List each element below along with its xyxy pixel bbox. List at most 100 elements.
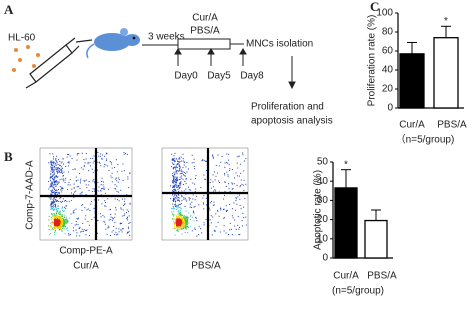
cell-event: [99, 213, 101, 215]
cell-event: [205, 197, 207, 199]
cell-event: [189, 219, 191, 220]
cell-event: [186, 226, 188, 228]
cell-event: [64, 222, 66, 224]
cell-event: [58, 168, 60, 170]
cell-event: [84, 162, 86, 164]
cell-event: [224, 174, 226, 176]
cell-event: [51, 201, 53, 202]
cell-event: [203, 195, 205, 197]
cell-event: [182, 153, 184, 155]
cell-event: [53, 161, 55, 163]
cell-event: [200, 187, 202, 189]
cell-event: [212, 156, 214, 158]
cell-event: [181, 175, 183, 177]
cell-event: [177, 223, 179, 225]
cell-event: [183, 161, 185, 163]
cell-event: [228, 234, 229, 235]
cell-event: [243, 206, 245, 208]
cell-event: [176, 219, 178, 221]
cell-event: [228, 164, 230, 166]
cell-event: [233, 202, 235, 204]
cell-event: [58, 192, 60, 194]
cell-event: [110, 162, 112, 164]
cell-event: [179, 212, 181, 214]
cell-event: [59, 216, 61, 218]
cell-event: [175, 219, 177, 221]
y-axis-label: Apoptotic rate (%): [313, 170, 324, 250]
cell-event: [173, 217, 175, 219]
cell-event: [172, 220, 174, 222]
cell-event: [54, 194, 56, 196]
cell-event: [60, 191, 62, 193]
cell-event: [65, 219, 67, 221]
cell-event: [177, 216, 179, 218]
cell-event: [55, 211, 57, 213]
cell-event: [170, 166, 172, 168]
cell-event: [173, 178, 175, 180]
cell-event: [188, 168, 189, 170]
flow-plots: [39, 147, 249, 241]
cell-event: [182, 178, 184, 180]
cell-event: [203, 208, 205, 210]
cell-event: [172, 175, 174, 177]
cell-event: [55, 194, 57, 196]
cell-event: [54, 181, 56, 183]
cell-event: [185, 219, 187, 221]
cell-event: [114, 178, 116, 180]
cell-event: [237, 224, 239, 226]
cell-event: [188, 186, 189, 188]
cell-event: [186, 216, 188, 218]
cell-event: [183, 174, 185, 176]
cell-event: [77, 179, 79, 181]
cell-event: [114, 198, 116, 200]
cell-event: [87, 163, 89, 165]
cell-event: [50, 222, 52, 224]
cell-event: [181, 214, 183, 216]
cell-event: [188, 189, 190, 191]
cell-event: [194, 168, 196, 170]
cell-event: [57, 200, 58, 202]
cell-event: [231, 215, 233, 217]
cell-event: [196, 235, 198, 237]
cell-event: [57, 224, 59, 226]
cell-event: [56, 162, 58, 164]
cell-event: [173, 198, 175, 200]
cell-event: [242, 212, 244, 214]
cell-event: [52, 162, 54, 164]
cell-event: [53, 210, 55, 212]
cell-event: [198, 204, 200, 206]
cell-event: [51, 226, 53, 228]
cell-event: [50, 209, 52, 211]
cell-event: [56, 192, 58, 193]
y-tick-label: 60: [382, 46, 394, 57]
cell-event: [54, 214, 56, 216]
cell-event: [175, 167, 177, 169]
cell-event: [54, 182, 56, 184]
cell-event: [62, 220, 64, 222]
cell-event: [218, 180, 220, 182]
cell-event: [100, 190, 102, 192]
cell-event: [57, 167, 59, 169]
cell-event: [217, 210, 219, 212]
cell-event: [50, 229, 52, 231]
cell-event: [49, 177, 51, 178]
cell-event: [68, 234, 70, 236]
cell-event: [209, 219, 211, 221]
cell-event: [181, 177, 183, 179]
cell-event: [185, 227, 187, 229]
cell-event: [56, 216, 58, 218]
cell-event: [231, 182, 233, 184]
cell-event: [180, 218, 182, 220]
cell-event: [193, 220, 195, 222]
cell-event: [172, 194, 173, 196]
cell-event: [51, 219, 53, 221]
cell-event: [195, 217, 197, 219]
cell-event: [86, 209, 88, 211]
cell-event: [81, 204, 83, 206]
cell-event: [51, 223, 53, 225]
cell-event: [177, 218, 179, 220]
cell-event: [106, 158, 108, 160]
cell-event: [103, 216, 105, 218]
cell-event: [61, 167, 63, 169]
cell-event: [186, 218, 188, 220]
